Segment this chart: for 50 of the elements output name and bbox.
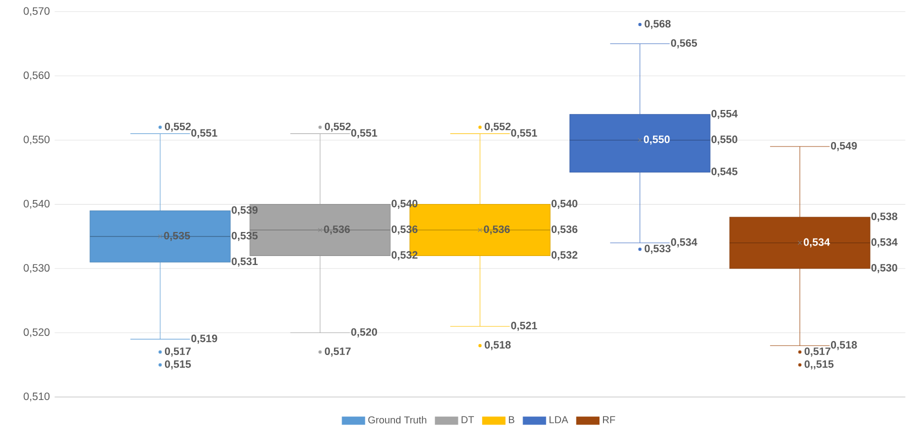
y-tick-label: 0,560 <box>24 71 50 80</box>
y-tick-label: 0,530 <box>24 264 50 273</box>
legend-label: LDA <box>550 416 568 424</box>
annotation: 0,521 <box>511 322 538 331</box>
annotation: 0,517 <box>164 347 191 357</box>
annotation: 0,565 <box>671 39 698 48</box>
annotation: 0,532 <box>552 251 578 260</box>
annotation: 0,545 <box>711 168 738 177</box>
annotation: 0,515 <box>164 360 191 370</box>
annotation: 0,536 <box>552 225 578 235</box>
annotation: 0,531 <box>232 258 258 267</box>
legend-label: Ground Truth <box>368 416 426 424</box>
annotation: 0,552 <box>164 122 191 132</box>
annotation: 0,540 <box>392 200 418 209</box>
annotation: 0,517 <box>804 347 830 357</box>
annotation: 0,518 <box>830 341 857 350</box>
y-tick-label: 0,520 <box>24 328 50 338</box>
annotation: 0,551 <box>511 129 538 138</box>
annotation: 0,518 <box>484 341 511 350</box>
annotation: 0,550 <box>644 136 670 145</box>
annotation: 0,517 <box>324 347 351 357</box>
annotation: 0,536 <box>324 225 350 235</box>
annotation: 0,536 <box>484 225 510 235</box>
annotation: 0,,515 <box>804 360 834 370</box>
y-tick-label: 0,570 <box>24 7 50 16</box>
annotation: 0,540 <box>552 200 578 209</box>
annotation: 0,534 <box>871 238 898 248</box>
annotation: 0,554 <box>711 110 738 119</box>
annotation: 0,551 <box>351 129 378 138</box>
annotation: 0,530 <box>871 264 898 274</box>
annotation: 0,552 <box>484 122 511 132</box>
annotation: 0,519 <box>191 334 218 344</box>
annotation: 0,549 <box>830 142 857 152</box>
annotation: 0,552 <box>324 122 351 132</box>
annotation: 0,534 <box>671 238 698 248</box>
legend-label: RF <box>603 416 616 424</box>
annotation: 0,520 <box>351 328 378 338</box>
annotation: 0,533 <box>644 244 671 254</box>
y-tick-label: 0,510 <box>24 392 50 402</box>
legend-label: B <box>508 416 514 424</box>
y-tick-label: 0,550 <box>24 136 50 145</box>
annotation: 0,532 <box>392 251 418 260</box>
y-tick-label: 0,540 <box>24 200 50 209</box>
annotation: 0,534 <box>804 238 830 248</box>
legend-label: DT <box>462 416 474 424</box>
annotation: 0,538 <box>871 212 898 222</box>
annotation: 0,568 <box>644 20 671 30</box>
annotation: 0,535 <box>164 232 190 241</box>
annotation: 0,551 <box>191 129 218 138</box>
annotation: 0,550 <box>711 136 738 145</box>
